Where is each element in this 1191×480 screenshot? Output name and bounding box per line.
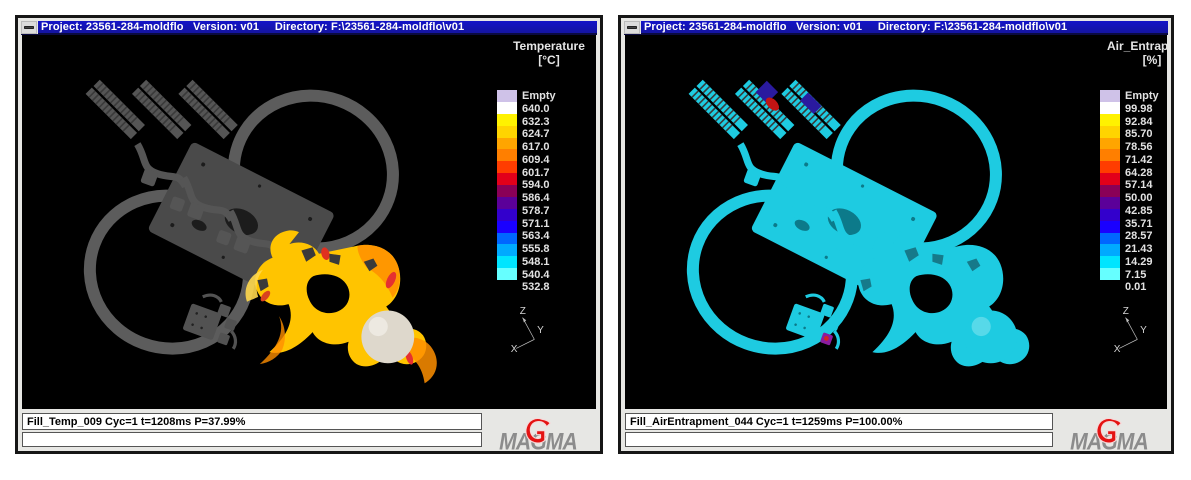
svg-text:Z: Z <box>1123 306 1129 317</box>
svg-text:Y: Y <box>1140 325 1147 336</box>
svg-text:Y: Y <box>537 325 544 336</box>
svg-text:Z: Z <box>520 306 526 317</box>
